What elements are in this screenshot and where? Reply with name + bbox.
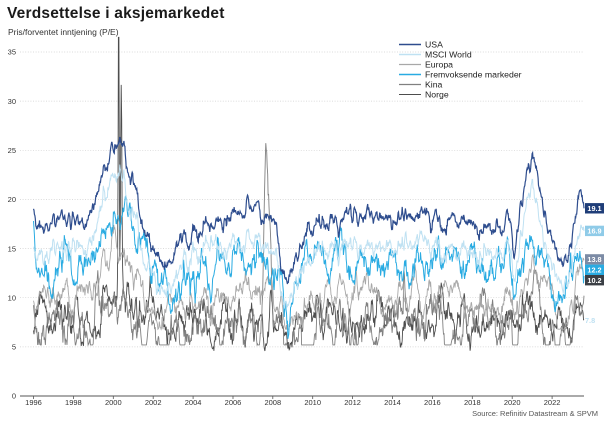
svg-text:20: 20 [8,195,16,204]
svg-text:2018: 2018 [464,398,481,407]
svg-text:2006: 2006 [225,398,242,407]
svg-text:Fremvoksende markeder: Fremvoksende markeder [425,70,522,80]
svg-text:Kina: Kina [425,80,443,90]
svg-text:35: 35 [8,48,16,57]
svg-text:16.9: 16.9 [587,227,601,236]
svg-text:Norge: Norge [425,90,449,100]
svg-text:2022: 2022 [544,398,561,407]
svg-text:10.2: 10.2 [587,276,601,285]
svg-text:2012: 2012 [344,398,361,407]
svg-text:2014: 2014 [384,398,401,407]
svg-text:1998: 1998 [65,398,82,407]
svg-text:2002: 2002 [145,398,162,407]
svg-text:2008: 2008 [264,398,281,407]
svg-text:2016: 2016 [424,398,441,407]
svg-text:30: 30 [8,97,16,106]
svg-text:1996: 1996 [25,398,42,407]
svg-text:2010: 2010 [304,398,321,407]
svg-text:0: 0 [12,392,16,401]
svg-text:5: 5 [12,343,16,352]
svg-text:7.8: 7.8 [585,316,595,325]
svg-text:13.8: 13.8 [587,255,601,264]
svg-text:25: 25 [8,146,16,155]
svg-text:USA: USA [425,40,443,50]
svg-text:10: 10 [8,293,16,302]
svg-text:MSCI World: MSCI World [425,50,472,60]
svg-text:2004: 2004 [185,398,202,407]
svg-text:Europa: Europa [425,60,453,70]
svg-text:2020: 2020 [504,398,521,407]
svg-text:15: 15 [8,244,16,253]
svg-text:19.1: 19.1 [587,204,601,213]
svg-text:12.2: 12.2 [587,266,601,275]
svg-text:2000: 2000 [105,398,122,407]
